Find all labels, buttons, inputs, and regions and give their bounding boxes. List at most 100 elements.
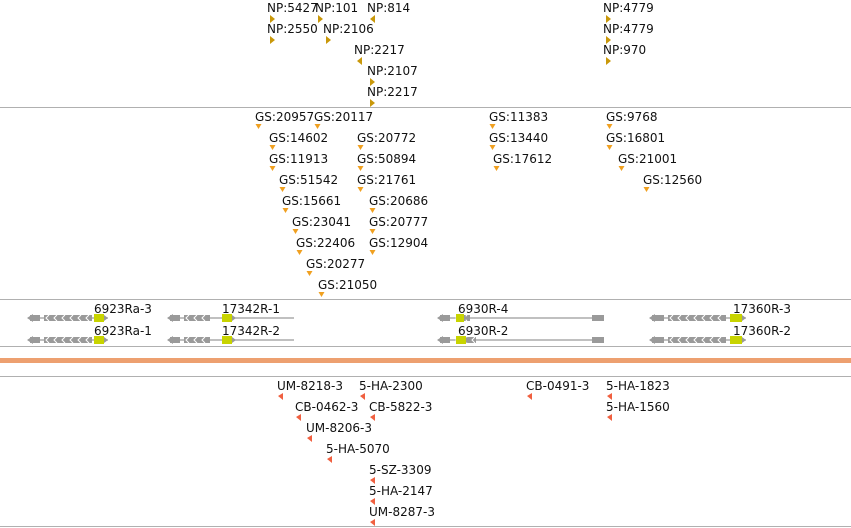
variant-feature-marker [370,519,375,526]
exon [668,315,726,321]
gs-feature-label: GS:16801 [606,131,665,145]
transcript[interactable]: 6930R-2 [437,324,604,344]
np-feature[interactable]: NP:2550 [267,22,318,44]
np-feature[interactable]: NP:101 [315,1,358,23]
transcript[interactable]: 17360R-3 [649,302,791,322]
variant-feature[interactable]: 5-HA-5070 [326,442,390,463]
gs-feature[interactable]: GS:15661 [282,194,341,213]
variant-feature[interactable]: UM-8287-3 [369,505,435,526]
variant-feature-marker [527,393,532,400]
gs-feature[interactable]: GS:21761 [357,173,416,192]
gs-feature-label: GS:14602 [269,131,328,145]
variant-feature-label: 5-HA-1823 [606,379,670,393]
transcript[interactable]: 17360R-2 [649,324,791,344]
np-feature-marker [318,15,323,23]
variant-feature[interactable]: CB-0491-3 [526,379,589,400]
coding-exon [456,314,464,322]
strand-arrow [437,314,443,322]
transcript[interactable]: 6923Ra-1 [27,324,152,344]
gs-feature[interactable]: GS:20777 [369,215,428,234]
gs-feature[interactable]: GS:20772 [357,131,416,150]
variant-feature[interactable]: 5-SZ-3309 [369,463,431,484]
np-feature-label: NP:101 [315,1,358,15]
np-feature[interactable]: NP:2107 [367,64,418,86]
np-feature[interactable]: NP:2217 [354,43,405,65]
variant-feature-label: 5-HA-2300 [359,379,423,393]
transcript[interactable]: 6930R-4 [437,302,604,322]
gs-feature-label: GS:21761 [357,173,416,187]
strand-chevron [669,336,674,344]
exon [466,337,476,343]
gs-feature[interactable]: GS:12560 [643,173,702,192]
gs-feature[interactable]: GS:13440 [489,131,548,150]
gene-model-track: 6923Ra-3 6923Ra-1 17342R-1 17342R-2 6930R-4 6… [27,302,791,344]
gs-feature[interactable]: GS:20277 [306,257,365,276]
gs-feature-marker [618,166,625,171]
gs-feature[interactable]: GS:21050 [318,278,377,297]
transcript[interactable]: 17342R-1 [167,302,294,322]
gs-feature-marker [269,145,276,150]
np-feature[interactable]: NP:2106 [323,22,374,44]
gs-feature-marker [369,229,376,234]
np-feature[interactable]: NP:4779 [603,1,654,23]
gs-feature[interactable]: GS:9768 [606,110,658,129]
np-feature-label: NP:2106 [323,22,374,36]
np-feature-marker [270,15,275,23]
gs-feature-label: GS:20686 [369,194,428,208]
strand-chevron [45,336,50,344]
variant-feature[interactable]: 5-HA-1560 [606,400,670,421]
variant-feature[interactable]: CB-0462-3 [295,400,358,421]
transcript[interactable]: 6923Ra-3 [27,302,152,322]
strand-chevron [669,314,674,322]
exon [652,315,664,321]
gs-feature-marker [269,166,276,171]
variant-feature[interactable]: 5-HA-1823 [606,379,670,400]
exon [592,315,604,321]
gs-feature[interactable]: GS:20117 [314,110,373,129]
exon [184,315,210,321]
gs-feature[interactable]: GS:20957 [255,110,314,129]
gs-feature[interactable]: GS:16801 [606,131,665,150]
gs-feature[interactable]: GS:21001 [618,152,677,171]
np-feature[interactable]: NP:970 [603,43,646,65]
strand-chevron [193,314,198,322]
gs-feature-marker [306,271,313,276]
gs-feature-label: GS:20277 [306,257,365,271]
gs-feature-marker [489,145,496,150]
gs-feature[interactable]: GS:11913 [269,152,328,171]
variant-feature[interactable]: 5-HA-2300 [359,379,423,400]
gs-feature-label: GS:21050 [318,278,377,292]
variant-feature[interactable]: CB-5822-3 [369,400,432,421]
gs-feature[interactable]: GS:50894 [357,152,416,171]
gs-feature[interactable]: GS:20686 [369,194,428,213]
transcript[interactable]: 17342R-2 [167,324,294,344]
variant-feature-label: UM-8206-3 [306,421,372,435]
variant-feature[interactable]: 5-HA-2147 [369,484,433,505]
gs-feature[interactable]: GS:51542 [279,173,338,192]
gs-feature-label: GS:17612 [493,152,552,166]
np-feature[interactable]: NP:2217 [367,85,418,107]
strand-arrow [27,336,33,344]
gs-feature-marker [369,250,376,255]
gs-feature[interactable]: GS:14602 [269,131,328,150]
strand-chevron [717,336,722,344]
gs-feature[interactable]: GS:17612 [493,152,552,171]
np-feature[interactable]: NP:4779 [603,22,654,44]
variant-feature[interactable]: UM-8206-3 [306,421,372,442]
exon-arrow [466,337,470,343]
gs-feature[interactable]: GS:11383 [489,110,548,129]
variant-feature-label: UM-8218-3 [277,379,343,393]
variant-feature-label: CB-5822-3 [369,400,432,414]
gs-feature[interactable]: GS:12904 [369,236,428,255]
exon [44,337,92,343]
exon [170,315,180,321]
gs-feature[interactable]: GS:23041 [292,215,351,234]
np-feature[interactable]: NP:814 [367,1,410,23]
strand-arrow [437,336,443,344]
gs-feature-label: GS:20777 [369,215,428,229]
np-feature-marker [270,36,275,44]
variant-feature[interactable]: UM-8218-3 [277,379,343,400]
gs-feature[interactable]: GS:22406 [296,236,355,255]
np-feature-label: NP:970 [603,43,646,57]
np-feature[interactable]: NP:5427 [267,1,318,23]
